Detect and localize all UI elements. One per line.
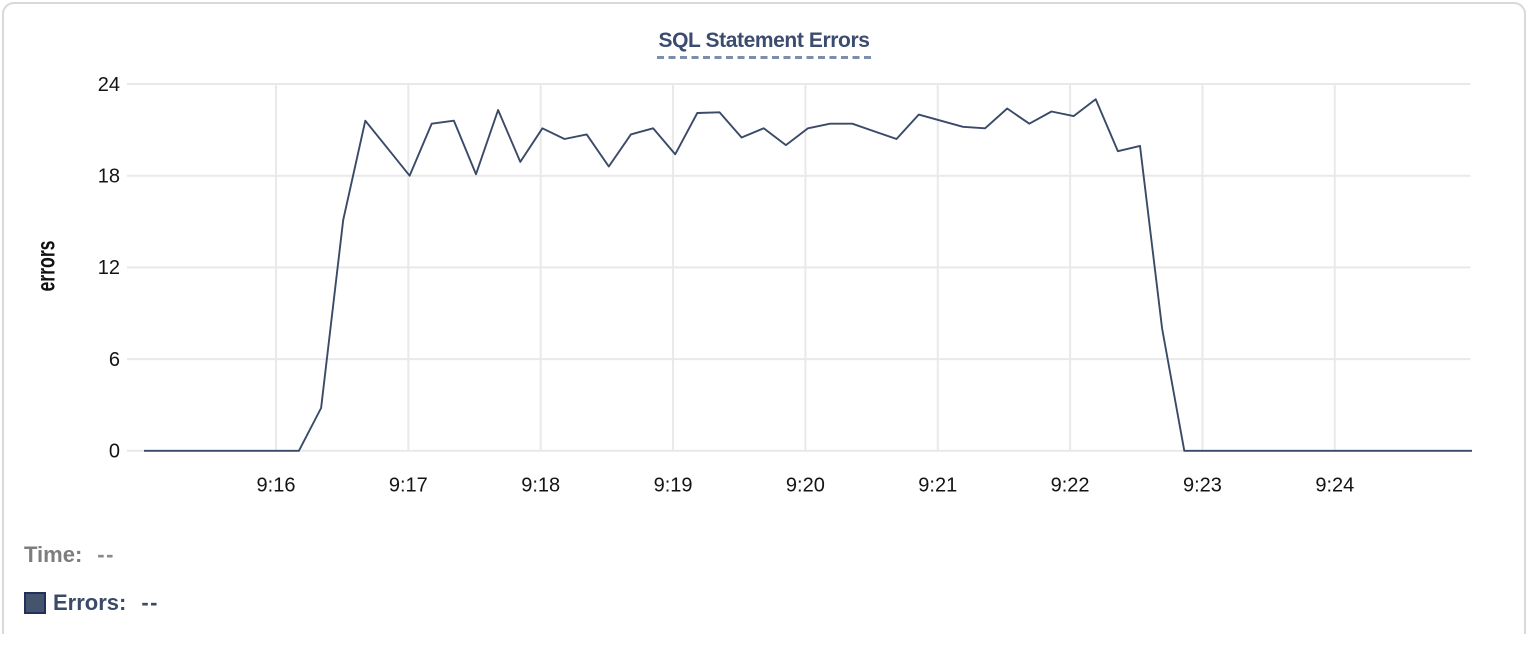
svg-text:9:16: 9:16 — [257, 474, 296, 496]
svg-text:24: 24 — [98, 74, 120, 96]
svg-text:12: 12 — [98, 257, 120, 279]
svg-text:0: 0 — [109, 441, 120, 463]
svg-text:18: 18 — [98, 166, 120, 188]
svg-text:9:18: 9:18 — [521, 474, 560, 496]
svg-text:9:24: 9:24 — [1315, 474, 1354, 496]
svg-text:9:17: 9:17 — [389, 474, 428, 496]
svg-text:9:22: 9:22 — [1051, 474, 1090, 496]
svg-text:9:23: 9:23 — [1183, 474, 1222, 496]
svg-text:9:20: 9:20 — [786, 474, 825, 496]
svg-text:errors: errors — [32, 241, 60, 292]
svg-text:9:21: 9:21 — [918, 474, 957, 496]
svg-text:6: 6 — [109, 349, 120, 371]
svg-text:9:19: 9:19 — [654, 474, 693, 496]
